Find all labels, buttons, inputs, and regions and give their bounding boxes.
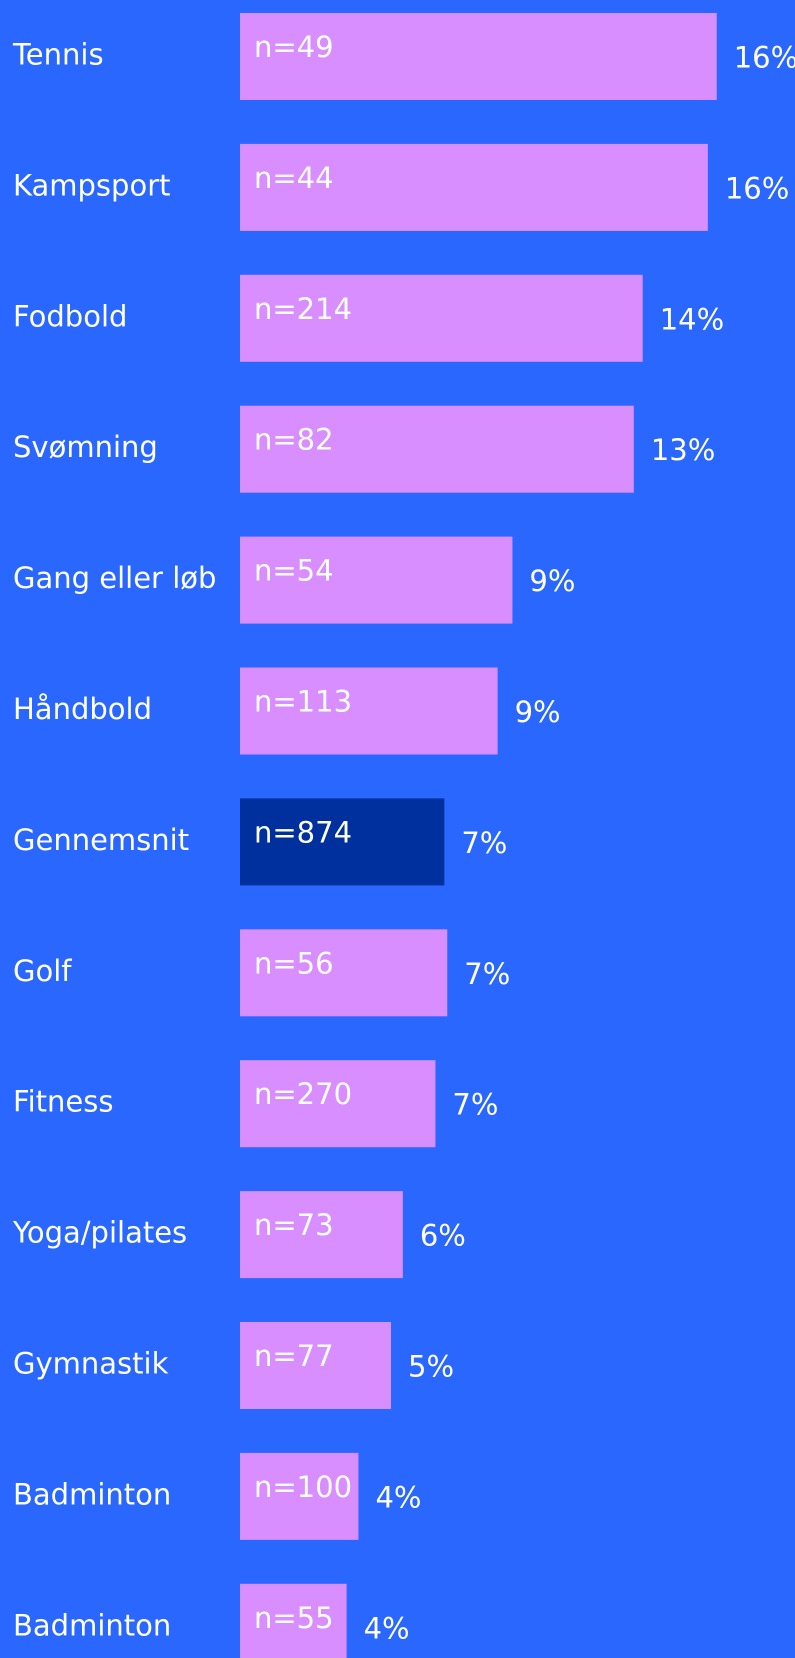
value-label: 7% — [452, 1088, 498, 1122]
category-label: Gymnastik — [13, 1347, 169, 1381]
value-label: 7% — [461, 826, 507, 860]
value-label: 16% — [734, 41, 795, 75]
value-label: 7% — [464, 957, 510, 991]
sample-size-label: n=49 — [254, 30, 334, 64]
value-label: 9% — [529, 564, 575, 598]
sample-size-label: n=214 — [254, 292, 352, 326]
bar — [240, 536, 513, 624]
sample-size-label: n=56 — [254, 946, 334, 980]
bar — [240, 405, 634, 493]
sample-size-label: n=82 — [254, 423, 334, 457]
sample-size-label: n=73 — [254, 1208, 334, 1242]
bar — [240, 1060, 436, 1148]
category-label: Gennemsnit — [13, 823, 189, 857]
bar — [240, 13, 717, 100]
value-label: 4% — [375, 1480, 421, 1514]
bar — [240, 1583, 347, 1658]
category-label: Golf — [13, 954, 72, 988]
category-label: Fitness — [13, 1085, 113, 1119]
sample-size-label: n=44 — [254, 161, 334, 195]
category-label: Gang eller løb — [13, 561, 216, 595]
sample-size-label: n=874 — [254, 815, 352, 849]
bar — [240, 274, 643, 362]
value-label: 14% — [660, 302, 724, 336]
bar — [240, 929, 448, 1017]
sample-size-label: n=55 — [254, 1601, 334, 1635]
value-label: 9% — [515, 695, 561, 729]
sample-size-label: n=100 — [254, 1470, 352, 1504]
bar — [240, 667, 498, 755]
sample-size-label: n=77 — [254, 1339, 334, 1373]
bar — [240, 1452, 359, 1540]
category-label: Yoga/pilates — [12, 1216, 187, 1250]
category-label: Tennis — [12, 38, 104, 72]
value-label: 4% — [364, 1611, 410, 1645]
bar — [240, 798, 445, 886]
sample-size-label: n=113 — [254, 685, 352, 719]
category-label: Kampsport — [13, 168, 171, 202]
value-label: 16% — [725, 171, 789, 205]
bar — [240, 1322, 392, 1409]
sample-size-label: n=54 — [254, 554, 334, 588]
category-label: Badminton — [13, 1477, 171, 1511]
category-label: Svømning — [13, 430, 158, 464]
category-label: Håndbold — [13, 692, 152, 726]
bar — [240, 1191, 403, 1279]
sample-size-label: n=270 — [254, 1077, 352, 1111]
value-label: 5% — [408, 1350, 454, 1384]
category-label: Fodbold — [13, 299, 127, 333]
category-label: Badminton — [13, 1608, 171, 1642]
bar — [240, 143, 708, 231]
value-label: 6% — [420, 1219, 466, 1253]
value-label: 13% — [651, 433, 715, 467]
